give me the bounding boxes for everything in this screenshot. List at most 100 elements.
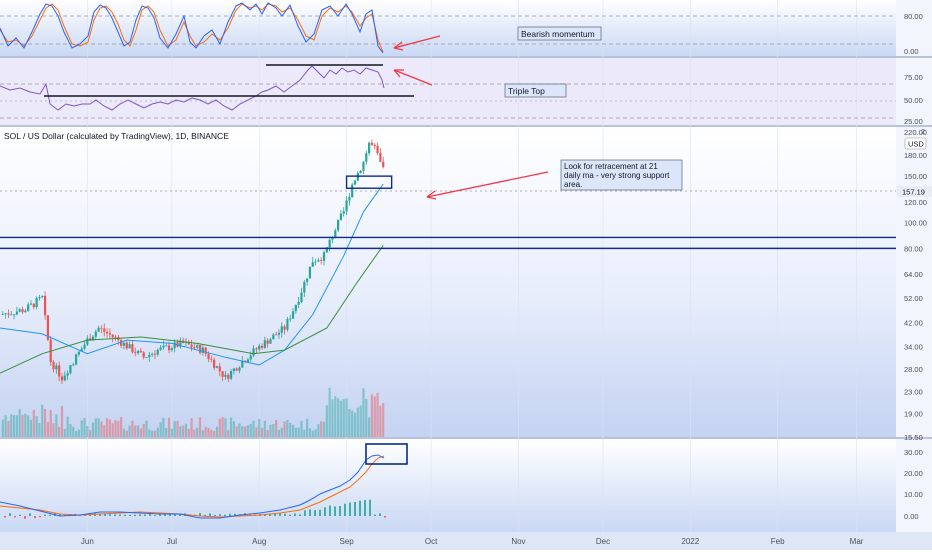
macd-hist-bar bbox=[269, 513, 271, 516]
macd-hist-bar bbox=[379, 513, 381, 516]
macd-pane[interactable] bbox=[0, 439, 896, 532]
candle-body bbox=[328, 239, 331, 248]
macd-hist-bar bbox=[274, 513, 276, 516]
volume-bar bbox=[258, 418, 261, 437]
time-axis[interactable]: Jun Jul Aug Sep Oct Nov Dec 2022 Feb Mar bbox=[81, 537, 864, 546]
currency-badge[interactable]: USD bbox=[908, 140, 924, 149]
volume-bar bbox=[204, 426, 207, 437]
candle-body bbox=[15, 311, 19, 315]
volume-bar bbox=[266, 430, 269, 437]
macd-box[interactable] bbox=[365, 443, 408, 465]
volume-bar bbox=[74, 430, 78, 437]
macd-hist-bar bbox=[14, 516, 16, 518]
candle-body bbox=[170, 348, 173, 351]
macd-hist-bar bbox=[139, 514, 141, 516]
time-axis-label: Jun bbox=[81, 537, 94, 546]
rsi-axis[interactable]: 75.00 50.00 25.00 bbox=[904, 73, 923, 126]
volume-bar bbox=[100, 421, 103, 437]
volume-bar bbox=[289, 422, 292, 437]
volume-bar bbox=[382, 402, 385, 437]
triple-top-arrowhead bbox=[393, 69, 404, 78]
volume-bar bbox=[283, 421, 286, 437]
candle-body bbox=[207, 353, 210, 360]
volume-bar bbox=[328, 387, 331, 437]
stoch-k-line bbox=[0, 2, 384, 54]
macd-hist-bar bbox=[304, 510, 306, 516]
volume-bar bbox=[24, 413, 27, 437]
volume-bar bbox=[348, 409, 351, 437]
price-axis[interactable]: 220.00 180.00 150.00 120.00 100.00 80.00 64.00… bbox=[904, 128, 927, 442]
stoch-axis-tick: 0.00 bbox=[904, 47, 919, 56]
macd-axis-tick: 0.00 bbox=[904, 512, 919, 521]
macd-hist-bar bbox=[289, 514, 291, 516]
volume-bar bbox=[162, 417, 165, 437]
candle-body bbox=[213, 359, 216, 368]
candle-body bbox=[283, 326, 286, 330]
volume-bar bbox=[7, 420, 10, 437]
macd-axis[interactable]: 30.00 20.00 10.00 0.00 bbox=[904, 448, 923, 521]
candle-body bbox=[306, 278, 309, 282]
candle-body bbox=[365, 153, 368, 162]
candle-body bbox=[63, 375, 66, 381]
scale-controls[interactable]: 2 USD bbox=[904, 127, 927, 150]
candle-body bbox=[275, 334, 278, 336]
candle-body bbox=[41, 295, 44, 298]
volume-bar bbox=[272, 424, 275, 437]
volume-bar bbox=[376, 392, 379, 437]
candle-body bbox=[55, 365, 58, 370]
candle-body bbox=[218, 366, 221, 372]
macd-hist-bar bbox=[234, 513, 236, 516]
currency-badge-box[interactable] bbox=[904, 137, 927, 150]
price-axis-tick: 180.00 bbox=[904, 151, 927, 160]
volume-bar bbox=[320, 421, 323, 437]
candle-body bbox=[311, 262, 314, 267]
volume-bar bbox=[263, 420, 266, 437]
log-scale-badge[interactable]: 2 bbox=[921, 127, 925, 136]
volume-bar bbox=[165, 428, 168, 437]
volume-bar bbox=[280, 427, 283, 437]
volume-bar bbox=[308, 428, 312, 437]
volume-bar bbox=[63, 429, 66, 437]
candle-body bbox=[232, 368, 235, 372]
candle-body bbox=[142, 352, 145, 358]
volume-bar bbox=[249, 423, 252, 437]
macd-hist-bar bbox=[349, 502, 351, 516]
volume-bar bbox=[339, 400, 343, 437]
candle-body bbox=[263, 340, 266, 348]
volume-bar bbox=[213, 430, 216, 437]
volume-bar bbox=[18, 409, 21, 437]
price-pane[interactable] bbox=[0, 127, 896, 437]
volume-bar bbox=[49, 410, 52, 437]
volume-bar bbox=[108, 419, 111, 437]
candle-body bbox=[370, 142, 374, 145]
candle-body bbox=[66, 373, 69, 376]
volume-bar bbox=[153, 430, 157, 437]
stochastic-pane[interactable] bbox=[0, 0, 896, 56]
volume-bar bbox=[131, 420, 134, 437]
stoch-axis[interactable]: 80.00 0.00 bbox=[904, 12, 923, 56]
candle-body bbox=[252, 348, 255, 356]
volume-bar bbox=[314, 429, 317, 437]
macd-hist-bar bbox=[264, 514, 266, 516]
triple-top-label-box bbox=[504, 83, 567, 98]
macd-hist-bar bbox=[164, 513, 166, 516]
price-axis-tick: 42.00 bbox=[904, 318, 923, 327]
price-axis-tick: 120.00 bbox=[904, 198, 927, 207]
candle-body bbox=[269, 339, 272, 344]
macd-hist-bar bbox=[374, 514, 376, 516]
rsi-pane[interactable] bbox=[0, 58, 896, 125]
candle-body bbox=[351, 184, 354, 198]
macd-indicator bbox=[0, 443, 408, 519]
volume-bar bbox=[306, 418, 309, 437]
volume-bar bbox=[252, 420, 255, 437]
volume-bar bbox=[238, 423, 241, 437]
support-box[interactable] bbox=[345, 175, 393, 189]
macd-hist-bar bbox=[314, 510, 316, 516]
time-axis-label: Feb bbox=[771, 537, 785, 546]
volume-bar bbox=[21, 414, 24, 437]
volume-bar bbox=[35, 416, 38, 437]
candle-body bbox=[260, 345, 264, 348]
macd-hist-bar bbox=[44, 514, 46, 516]
volume-bar bbox=[255, 427, 258, 437]
